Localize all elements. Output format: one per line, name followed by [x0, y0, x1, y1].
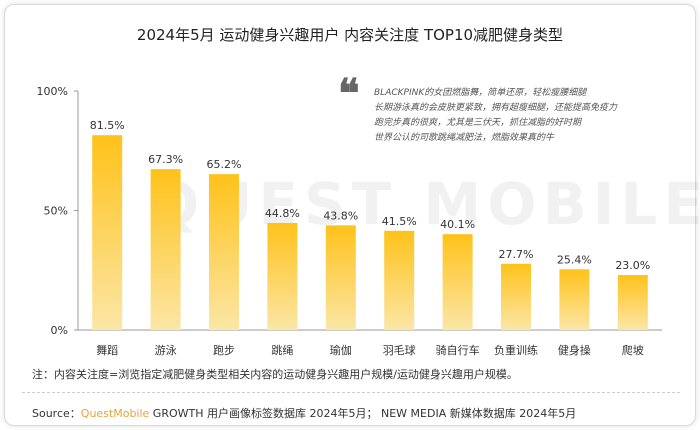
bar	[501, 263, 531, 330]
x-tick-label: 舞蹈	[96, 344, 118, 357]
x-tick-label: 羽毛球	[383, 343, 416, 357]
x-tick-label: 负重训练	[494, 343, 538, 357]
bar-value-label: 43.8%	[323, 209, 358, 222]
bar-value-label: 25.4%	[557, 253, 592, 266]
quote-mark-icon: ❝	[338, 70, 360, 117]
footer-divider	[22, 392, 680, 393]
bar-value-label: 27.7%	[499, 248, 534, 261]
bar	[617, 275, 648, 330]
y-tick-label: 0%	[51, 324, 68, 337]
bar-value-label: 40.1%	[440, 218, 475, 231]
footnote: 注：内容关注度=浏览指定减肥健身类型相关内容的运动健身兴趣用户规模/运动健身兴趣…	[32, 368, 518, 381]
bar	[384, 230, 415, 330]
bar	[150, 169, 181, 330]
source-line: Source：QuestMobile GROWTH 用户画像标签数据库 2024…	[32, 405, 576, 421]
source-brand: QuestMobile	[80, 407, 150, 420]
bar-value-label: 41.5%	[382, 215, 417, 228]
bar-value-label: 65.2%	[207, 158, 242, 171]
bar	[325, 225, 356, 330]
chart-title: 2024年5月 运动健身兴趣用户 内容关注度 TOP10减肥健身类型	[136, 26, 564, 44]
x-tick-label: 跑步	[213, 343, 235, 357]
watermark: QUEST MOBILE	[150, 170, 700, 238]
bar-value-label: 81.5%	[90, 119, 125, 132]
bar	[559, 269, 590, 330]
bar	[442, 234, 473, 330]
source-rest: GROWTH 用户画像标签数据库 2024年5月； NEW MEDIA 新媒体数…	[149, 407, 577, 420]
x-tick-label: 游泳	[155, 343, 177, 357]
quote-line: 世界公认的司歌跳绳减肥法，燃脂效果真的牛	[374, 133, 555, 143]
quote-line: BLACKPINK的女团燃脂舞，简单还原，轻松瘦腰细腿	[374, 88, 587, 98]
x-tick-label: 跳绳	[271, 343, 293, 357]
bar	[267, 222, 298, 330]
quote-line: 长期游泳真的会皮肤更紧致，拥有超瘦细腿，还能提高免疫力	[374, 103, 618, 113]
x-tick-label: 瑜伽	[330, 343, 352, 357]
bar	[92, 135, 123, 330]
bar-value-label: 44.8%	[265, 207, 300, 220]
bar	[209, 174, 239, 330]
source-prefix: Source：	[32, 407, 81, 420]
quote-text: BLACKPINK的女团燃脂舞，简单还原，轻松瘦腰细腿 长期游泳真的会皮肤更紧致…	[374, 86, 644, 146]
y-tick-label: 100%	[37, 85, 68, 98]
x-tick-label: 骑自行车	[436, 343, 480, 357]
quote-line: 跑完步真的很爽，尤其是三伏天，抓住减脂的好时期	[374, 118, 582, 128]
y-tick-label: 50%	[44, 205, 68, 218]
x-tick-label: 爬坡	[622, 344, 644, 357]
bar-value-label: 23.0%	[615, 259, 650, 272]
bar-value-label: 67.3%	[148, 153, 183, 166]
x-tick-label: 健身操	[558, 343, 591, 357]
